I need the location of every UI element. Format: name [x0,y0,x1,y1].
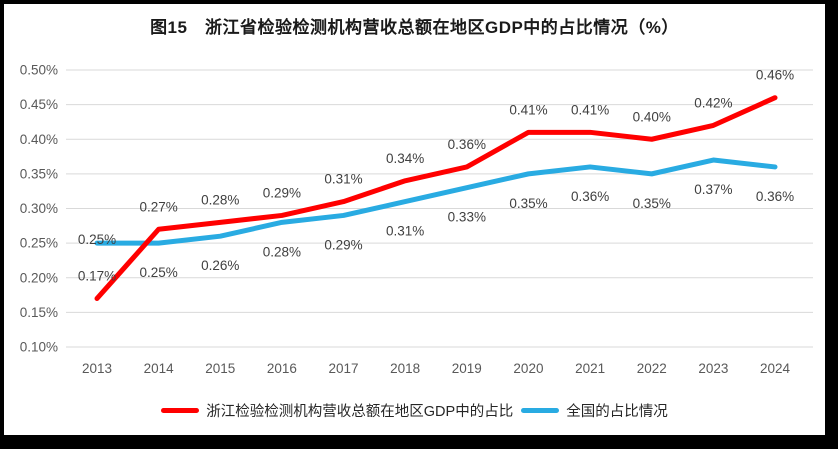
x-axis-tick-label: 2024 [760,361,791,376]
legend-item-national: 全国的占比情况 [521,400,668,421]
y-axis-tick-label: 0.30% [20,201,58,216]
legend-line-swatch [161,407,200,413]
y-axis-tick-label: 0.50% [20,63,58,78]
national-data-label: 0.25% [139,265,177,280]
zhejiang-data-label: 0.46% [756,68,794,83]
zhejiang-data-label: 0.28% [201,192,239,207]
x-axis-tick-label: 2015 [205,361,235,376]
national-data-label: 0.28% [263,244,301,259]
zhejiang-data-label: 0.41% [571,102,609,117]
y-axis-tick-label: 0.15% [20,305,58,320]
national-data-label: 0.36% [756,189,794,204]
national-data-label: 0.35% [509,196,547,211]
x-axis-tick-label: 2023 [698,361,728,376]
legend-label: 浙江检验检测机构营收总额在地区GDP中的占比 [206,403,514,420]
x-axis-tick-label: 2021 [575,361,605,376]
national-data-label: 0.31% [386,224,424,239]
x-axis-tick-label: 2014 [144,361,175,376]
zhejiang-series-line [94,95,778,302]
chart-legend: 浙江检验检测机构营收总额在地区GDP中的占比 全国的占比情况 [4,398,825,422]
zhejiang-data-label: 0.27% [139,199,177,214]
x-axis-tick-label: 2019 [452,361,482,376]
national-data-label: 0.33% [448,210,486,225]
zhejiang-data-label: 0.42% [694,95,732,110]
y-axis-tick-label: 0.45% [20,97,58,112]
x-axis-tick-label: 2018 [390,361,420,376]
legend-label: 全国的占比情况 [566,403,668,420]
y-axis-tick-label: 0.40% [20,132,58,147]
national-data-label: 0.37% [694,182,732,197]
x-axis-tick-label: 2020 [513,361,543,376]
y-axis-tick-label: 0.35% [20,166,58,181]
legend-line-swatch [521,407,560,413]
zhejiang-data-label: 0.31% [324,172,362,187]
x-axis-tick-label: 2022 [637,361,667,376]
y-axis-tick-label: 0.20% [20,270,58,285]
zhejiang-data-label: 0.41% [509,102,547,117]
chart-plot-area: 0.50% 0.45% 0.40% 0.35% 0.30% 0.25% 0.20% 0.15%… [20,63,813,376]
national-data-label: 0.36% [571,189,609,204]
national-data-label: 0.35% [633,196,671,211]
national-data-label: 0.25% [78,232,116,247]
legend-item-zhejiang: 浙江检验检测机构营收总额在地区GDP中的占比 [161,400,513,421]
x-axis-tick-label: 2016 [267,361,297,376]
chart-title: 图15 浙江省检验检测机构营收总额在地区GDP中的占比情况（%） [150,18,679,37]
national-data-label: 0.29% [324,237,362,252]
x-axis-tick-label: 2017 [329,361,359,376]
zhejiang-data-label: 0.17% [78,269,116,284]
x-axis-tick-label: 2013 [82,361,112,376]
zhejiang-data-label: 0.29% [263,185,301,200]
chart-panel: 图15 浙江省检验检测机构营收总额在地区GDP中的占比情况（%） 0.50% 0.… [4,4,825,435]
zhejiang-data-label: 0.40% [633,109,671,124]
y-axis-tick-label: 0.25% [20,236,58,251]
national-data-label: 0.26% [201,258,239,273]
national-series-line [94,157,778,246]
zhejiang-data-label: 0.34% [386,151,424,166]
y-axis-tick-label: 0.10% [20,340,58,355]
zhejiang-data-label: 0.36% [448,137,486,152]
